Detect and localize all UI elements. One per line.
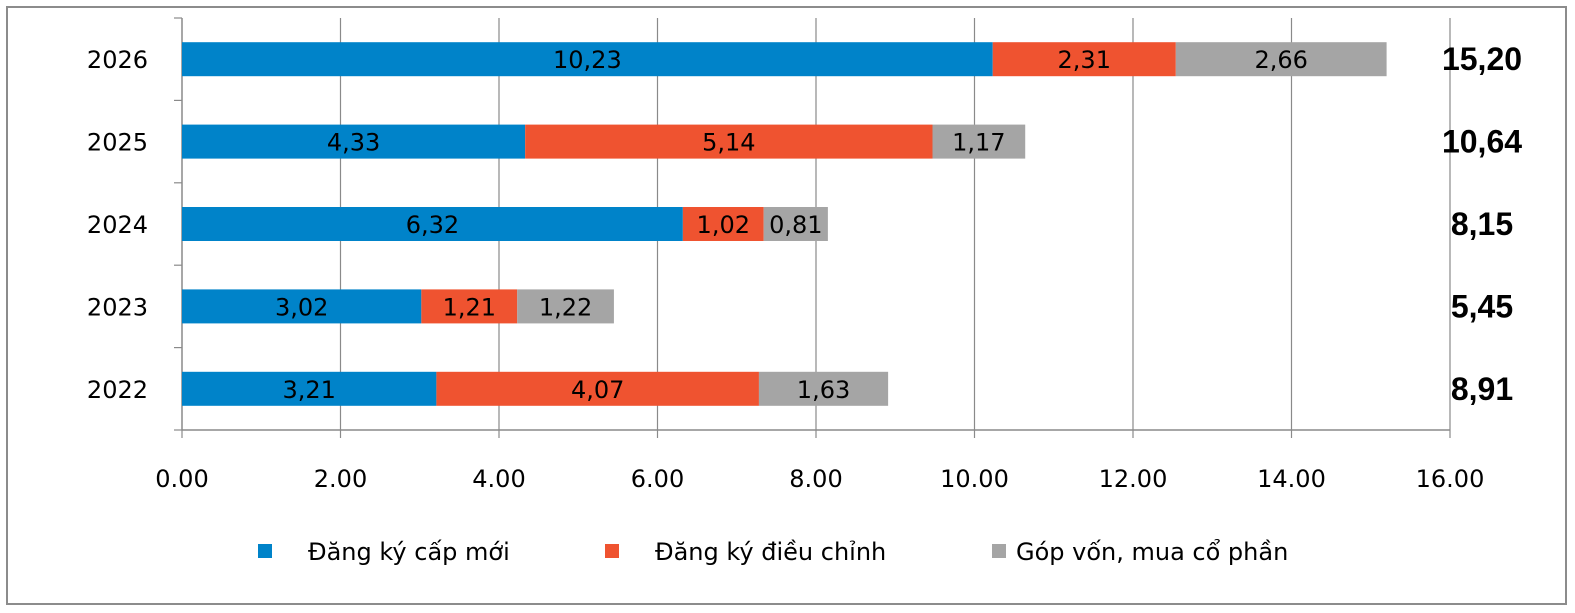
bar-2023-series-1 — [182, 289, 422, 324]
y-category-label-2024: 2024 — [87, 211, 148, 239]
x-tick-label-2: 4.00 — [472, 465, 525, 493]
data-label-2024-series-1: 6,32 — [406, 211, 459, 239]
data-label-2024-series-3: 0,81 — [769, 211, 822, 239]
total-labels: 8,91 5,45 8,15 10,64 15,20 — [1442, 41, 1522, 407]
y-category-label-2026: 2026 — [87, 46, 148, 74]
bar-2024-series-2 — [682, 207, 764, 241]
data-label-2024-series-2: 1,02 — [697, 211, 750, 239]
x-tick-label-6: 12.00 — [1099, 465, 1168, 493]
bar-2025-series-1 — [182, 124, 526, 159]
bar-2023-series-3 — [517, 289, 614, 324]
x-tick-label-5: 10.00 — [940, 465, 1009, 493]
x-tick-label-7: 14.00 — [1257, 465, 1326, 493]
legend-label-3: Góp vốn, mua cổ phần — [1016, 538, 1288, 566]
x-tick-label-3: 6.00 — [631, 465, 684, 493]
bar-2024-series-3 — [763, 207, 828, 241]
legend-swatch-3 — [992, 544, 1006, 558]
data-label-2022-series-2: 4,07 — [571, 376, 624, 404]
legend: Đăng ký cấp mới Đăng ký điều chỉnh Góp vốn… — [258, 538, 1288, 566]
x-tick-label-1: 2.00 — [314, 465, 367, 493]
y-category-label-2023: 2023 — [87, 293, 148, 321]
bar-2022-series-2 — [436, 371, 759, 406]
bar-2025-series-3 — [932, 124, 1026, 159]
x-tick-label-4: 8.00 — [789, 465, 842, 493]
bar-2026-series-2 — [992, 42, 1176, 77]
gridlines — [339, 18, 1451, 430]
bar-2026-series-3 — [1175, 42, 1387, 77]
bars — [182, 42, 1387, 406]
bar-2026-series-1 — [182, 42, 993, 77]
legend-label-1: Đăng ký cấp mới — [308, 538, 510, 566]
bar-2024-series-1 — [182, 207, 683, 241]
data-label-2025-series-1: 4,33 — [327, 129, 380, 157]
x-tick-label-0: 0.00 — [155, 465, 208, 493]
total-label-2025: 10,64 — [1442, 124, 1522, 160]
total-label-2024: 8,15 — [1451, 206, 1513, 242]
data-label-2023-series-1: 3,02 — [275, 293, 328, 321]
bar-2023-series-2 — [421, 289, 518, 324]
data-label-2026-series-3: 2,66 — [1254, 46, 1307, 74]
total-label-2026: 15,20 — [1442, 41, 1522, 77]
data-label-2025-series-2: 5,14 — [702, 129, 755, 157]
legend-swatch-2 — [605, 544, 619, 558]
y-category-label-2025: 2025 — [87, 129, 148, 157]
total-label-2022: 8,91 — [1451, 371, 1513, 407]
bar-2022-series-1 — [182, 371, 437, 406]
legend-label-2: Đăng ký điều chỉnh — [655, 538, 886, 566]
legend-swatch-1 — [258, 544, 272, 558]
y-category-label-2022: 2022 — [87, 376, 148, 404]
axes: 0.00 2.00 4.00 6.00 8.00 10.00 12.00 14.00 16.00… — [87, 17, 1485, 493]
data-label-2026-series-2: 2,31 — [1058, 46, 1111, 74]
bar-2025-series-2 — [525, 124, 933, 159]
data-label-2022-series-3: 1,63 — [797, 376, 850, 404]
data-label-2023-series-2: 1,21 — [443, 293, 496, 321]
data-label-2022-series-1: 3,21 — [282, 376, 335, 404]
data-label-2025-series-3: 1,17 — [952, 129, 1005, 157]
x-tick-label-8: 16.00 — [1416, 465, 1485, 493]
data-label-2023-series-3: 1,22 — [539, 293, 592, 321]
data-labels: 3,21 4,07 1,63 3,02 1,21 1,22 6,32 1,02 0,81 4,33… — [275, 46, 1308, 404]
total-label-2023: 5,45 — [1451, 288, 1513, 324]
data-label-2026-series-1: 10,23 — [553, 46, 622, 74]
bar-2022-series-3 — [758, 371, 889, 406]
